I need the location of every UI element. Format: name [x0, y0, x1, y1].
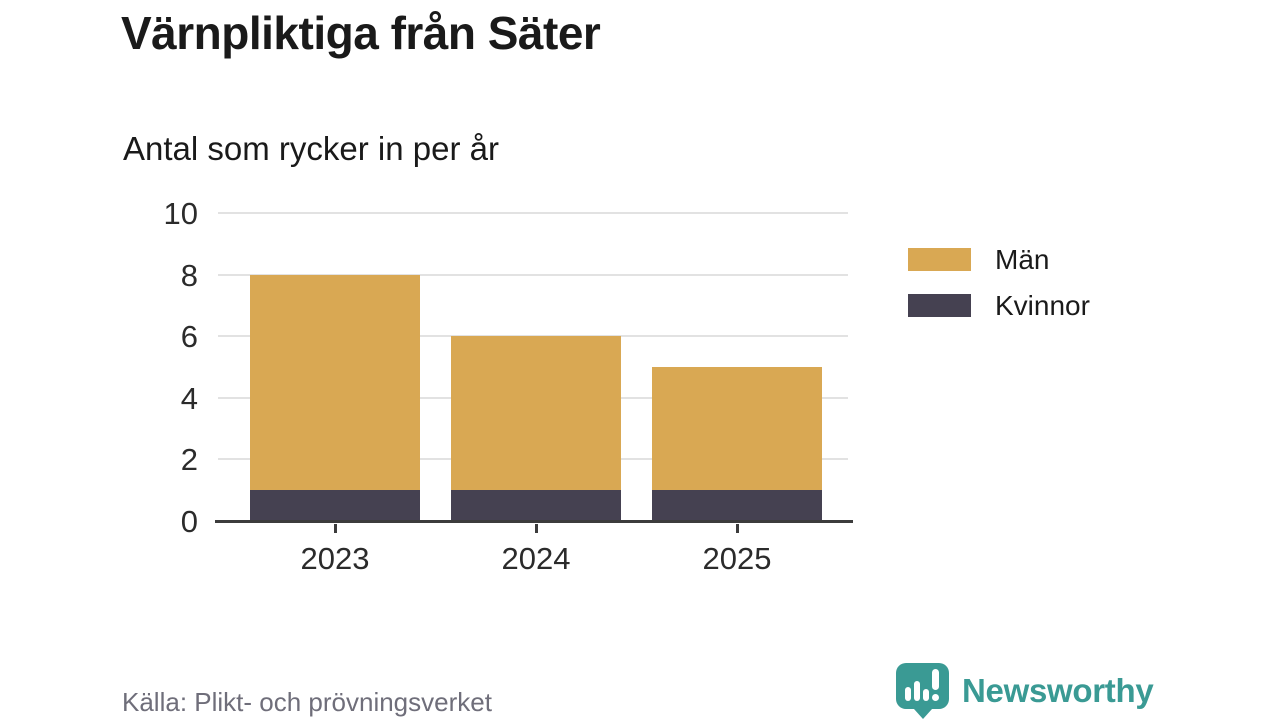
- bar-2024-segment-kvinnor: [451, 490, 621, 521]
- chart-title: Värnpliktiga från Säter: [121, 7, 601, 59]
- bar-2025-segment-kvinnor: [652, 490, 822, 521]
- x-axis-tick-label: 2023: [300, 541, 370, 576]
- y-axis-tick-label: 8: [180, 257, 198, 293]
- legend: Män Kvinnor: [908, 243, 1090, 335]
- x-axis-tick-label: 2025: [702, 541, 772, 576]
- legend-label: Kvinnor: [995, 289, 1090, 321]
- y-axis-tick-label: 10: [163, 196, 198, 231]
- x-axis-tick-2025: [736, 524, 739, 533]
- source-attribution: Källa: Plikt- och prövningsverket: [122, 687, 492, 717]
- bar-2024-segment-män: [451, 336, 621, 491]
- chart-subtitle: Antal som rycker in per år: [123, 130, 499, 167]
- gridline-y8: [218, 273, 848, 276]
- legend-swatch-män: [908, 248, 971, 271]
- bar-2023-segment-kvinnor: [250, 490, 420, 521]
- newsworthy-logo-icon: [896, 663, 949, 719]
- x-axis-tick-label: 2024: [501, 541, 571, 576]
- y-axis-tick-label: 2: [180, 442, 198, 478]
- x-axis-tick-2024: [535, 524, 538, 533]
- y-axis-tick-label: 4: [180, 380, 198, 416]
- legend-row-kvinnor: Kvinnor: [908, 289, 1090, 322]
- legend-swatch-kvinnor: [908, 294, 971, 317]
- y-axis-tick-label: 0: [180, 504, 198, 539]
- y-axis-tick-label: 6: [180, 319, 198, 355]
- x-axis-line: [215, 520, 853, 523]
- bar-2023-segment-män: [250, 274, 420, 491]
- x-axis-tick-2023: [334, 524, 337, 533]
- legend-label: Män: [995, 243, 1050, 275]
- brand-footer: Newsworthy: [896, 663, 1154, 719]
- legend-row-män: Män: [908, 243, 1090, 276]
- gridline-y10: [218, 212, 848, 214]
- brand-name: Newsworthy: [962, 672, 1154, 709]
- bar-2025-segment-män: [652, 367, 822, 491]
